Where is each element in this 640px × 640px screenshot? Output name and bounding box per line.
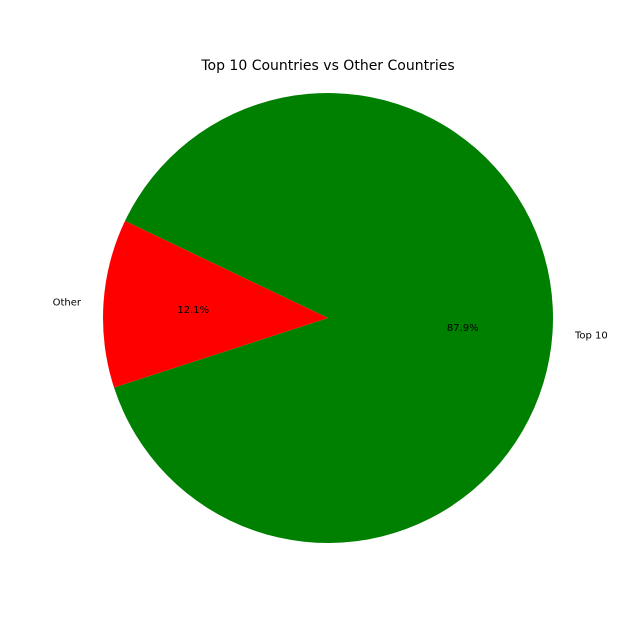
slice-label-top-10: Top 10 bbox=[574, 330, 608, 341]
pie-slices bbox=[102, 93, 554, 543]
pct-label-top-10: 87.9% bbox=[447, 323, 479, 334]
slice-label-other: Other bbox=[53, 298, 82, 309]
chart-title: Top 10 Countries vs Other Countries bbox=[200, 58, 454, 74]
pie-slice-other bbox=[102, 220, 328, 388]
pie-slice-top-10 bbox=[114, 93, 554, 543]
pct-label-other: 12.1% bbox=[177, 305, 209, 316]
pie-labels: 87.9% Top 10 12.1% Other bbox=[53, 298, 608, 342]
